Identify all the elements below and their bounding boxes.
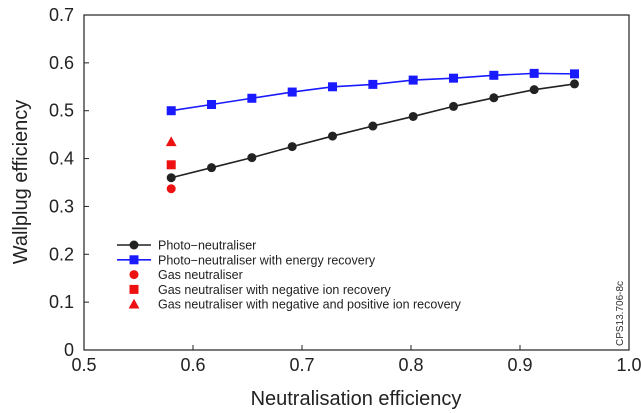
legend-label: Gas neutraliser with negative and positi… <box>158 298 462 312</box>
data-point <box>529 85 539 95</box>
data-point <box>207 163 217 173</box>
plot-frame <box>83 14 630 351</box>
data-point <box>207 99 217 109</box>
series-2 <box>166 184 176 194</box>
series-4 <box>165 136 177 147</box>
legend-label: Gas neutraliser <box>158 268 243 282</box>
legend-marker <box>129 284 139 294</box>
y-tick-label: 0 <box>64 340 74 360</box>
legend-label: Photo−neutraliser with energy recovery <box>158 253 376 267</box>
data-point <box>408 75 418 85</box>
y-axis-title: Wallplug efficiency <box>10 100 32 265</box>
x-tick-label: 0.7 <box>289 355 314 375</box>
series-line <box>171 72 575 112</box>
data-point <box>247 153 257 163</box>
data-point <box>489 70 499 80</box>
data-point <box>570 79 579 89</box>
y-tick-label: 0.7 <box>49 5 74 25</box>
data-point <box>489 93 499 103</box>
data-point <box>368 121 378 131</box>
series-0 <box>166 79 579 183</box>
series-line <box>171 83 575 179</box>
data-point <box>166 184 176 194</box>
data-point <box>328 82 338 92</box>
data-point <box>570 69 579 79</box>
x-tick-label: 0.9 <box>507 355 532 375</box>
series <box>165 68 579 194</box>
series-3 <box>166 160 176 170</box>
data-point <box>166 173 176 183</box>
y-tick-label: 0.6 <box>49 53 74 73</box>
data-point <box>166 160 176 170</box>
y-tick-label: 0.1 <box>49 292 74 312</box>
data-point <box>165 136 177 147</box>
data-point <box>368 79 378 89</box>
x-tick-label: 1.0 <box>616 355 641 375</box>
y-tick-label: 0.5 <box>49 101 74 121</box>
legend-label: Photo−neutraliser <box>158 239 256 253</box>
data-point <box>166 106 176 116</box>
y-tick-label: 0.2 <box>49 244 74 264</box>
figure-code: CPS13.706-8c <box>615 281 626 346</box>
legend-marker <box>129 240 139 250</box>
ticks: 0.5 0.6 0.7 0.8 0.9 1.0 0 0.1 0.2 0.3 0.4 0.5 0.6 0.7 <box>49 5 641 375</box>
legend-label: Gas neutraliser with negative ion recove… <box>158 283 392 297</box>
x-tick-label: 0.5 <box>71 355 96 375</box>
data-point <box>287 87 297 97</box>
y-tick-label: 0.3 <box>49 196 74 216</box>
legend-marker <box>128 298 140 309</box>
legend-marker <box>129 270 139 280</box>
legend-marker <box>129 255 139 265</box>
data-point <box>287 142 297 152</box>
data-point <box>408 111 418 121</box>
data-point <box>247 93 257 103</box>
data-point <box>449 73 459 83</box>
data-point <box>449 101 459 111</box>
x-tick-label: 0.6 <box>180 355 205 375</box>
data-point <box>529 68 539 78</box>
y-tick-label: 0.4 <box>49 149 74 169</box>
x-tick-label: 0.8 <box>398 355 423 375</box>
data-point <box>328 131 338 141</box>
series-1 <box>166 68 579 116</box>
x-axis-title: Neutralisation efficiency <box>251 388 462 410</box>
